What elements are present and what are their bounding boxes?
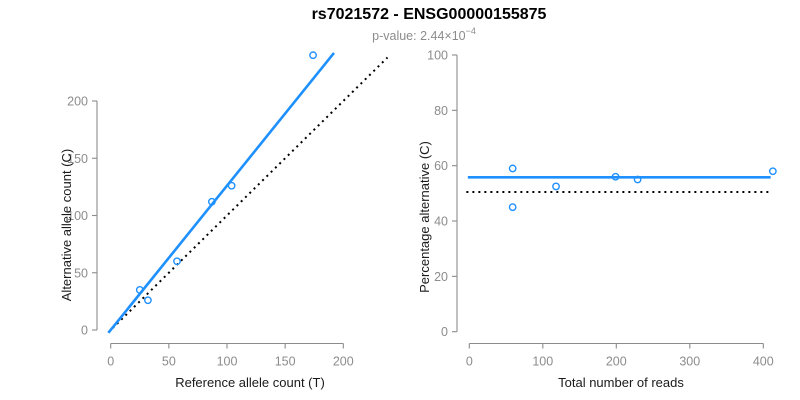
y-tick-label: 50 (74, 266, 88, 280)
x-tick-label: 200 (333, 355, 354, 369)
data-point (309, 51, 317, 60)
data-point (508, 164, 517, 173)
y-tick-label: 40 (434, 215, 448, 229)
data-point (552, 182, 560, 191)
y-tick-label: 100 (67, 209, 88, 223)
y-tick-label: 150 (67, 152, 88, 166)
y-tick-label: 20 (434, 270, 448, 284)
figure-subtitle: p-value: 2.44×10−4 (372, 26, 476, 44)
x-axis-label: Reference allele count (T) (175, 375, 325, 390)
data-point (173, 257, 181, 266)
identity-line (107, 56, 389, 334)
y-tick-label: 80 (434, 104, 448, 118)
x-tick-label: 150 (275, 355, 296, 369)
x-tick-label: 300 (679, 355, 700, 369)
x-tick-label: 200 (606, 355, 627, 369)
data-point (611, 172, 620, 181)
data-point (768, 167, 777, 176)
data-point (207, 197, 216, 206)
y-tick-label: 0 (81, 324, 88, 338)
plot-1: 0 50 100 150 200 0 50 100 150 200 Reference allele… (59, 51, 389, 390)
y-axis-label: Alternative allele count (C) (59, 149, 74, 301)
pvalue-exponent: −4 (465, 26, 476, 36)
x-axis-label: Total number of reads (558, 375, 684, 390)
data-point (227, 181, 236, 190)
y-tick-label: 0 (441, 325, 448, 339)
y-tick-label: 200 (67, 95, 88, 109)
x-tick-label: 100 (532, 355, 553, 369)
plot-2: 0 20 40 60 80 100 0 100 200 300 400 Total number of… (417, 49, 777, 390)
data-point (135, 286, 144, 294)
data-point (508, 203, 517, 212)
x-tick-label: 0 (466, 355, 473, 369)
y-tick-label: 60 (434, 159, 448, 173)
data-point (144, 296, 152, 305)
x-tick-label: 0 (107, 355, 114, 369)
y-tick-label: 100 (427, 49, 448, 63)
pvalue-label: p-value: 2.44×10 (372, 29, 466, 44)
x-tick-label: 100 (217, 355, 238, 369)
fit-line (107, 52, 336, 334)
data-point (633, 175, 642, 184)
y-axis-label: Percentage alternative (C) (417, 141, 432, 293)
figure-title: rs7021572 - ENSG00000155875 (311, 6, 547, 23)
x-tick-label: 400 (753, 355, 774, 369)
x-tick-label: 50 (162, 355, 176, 369)
